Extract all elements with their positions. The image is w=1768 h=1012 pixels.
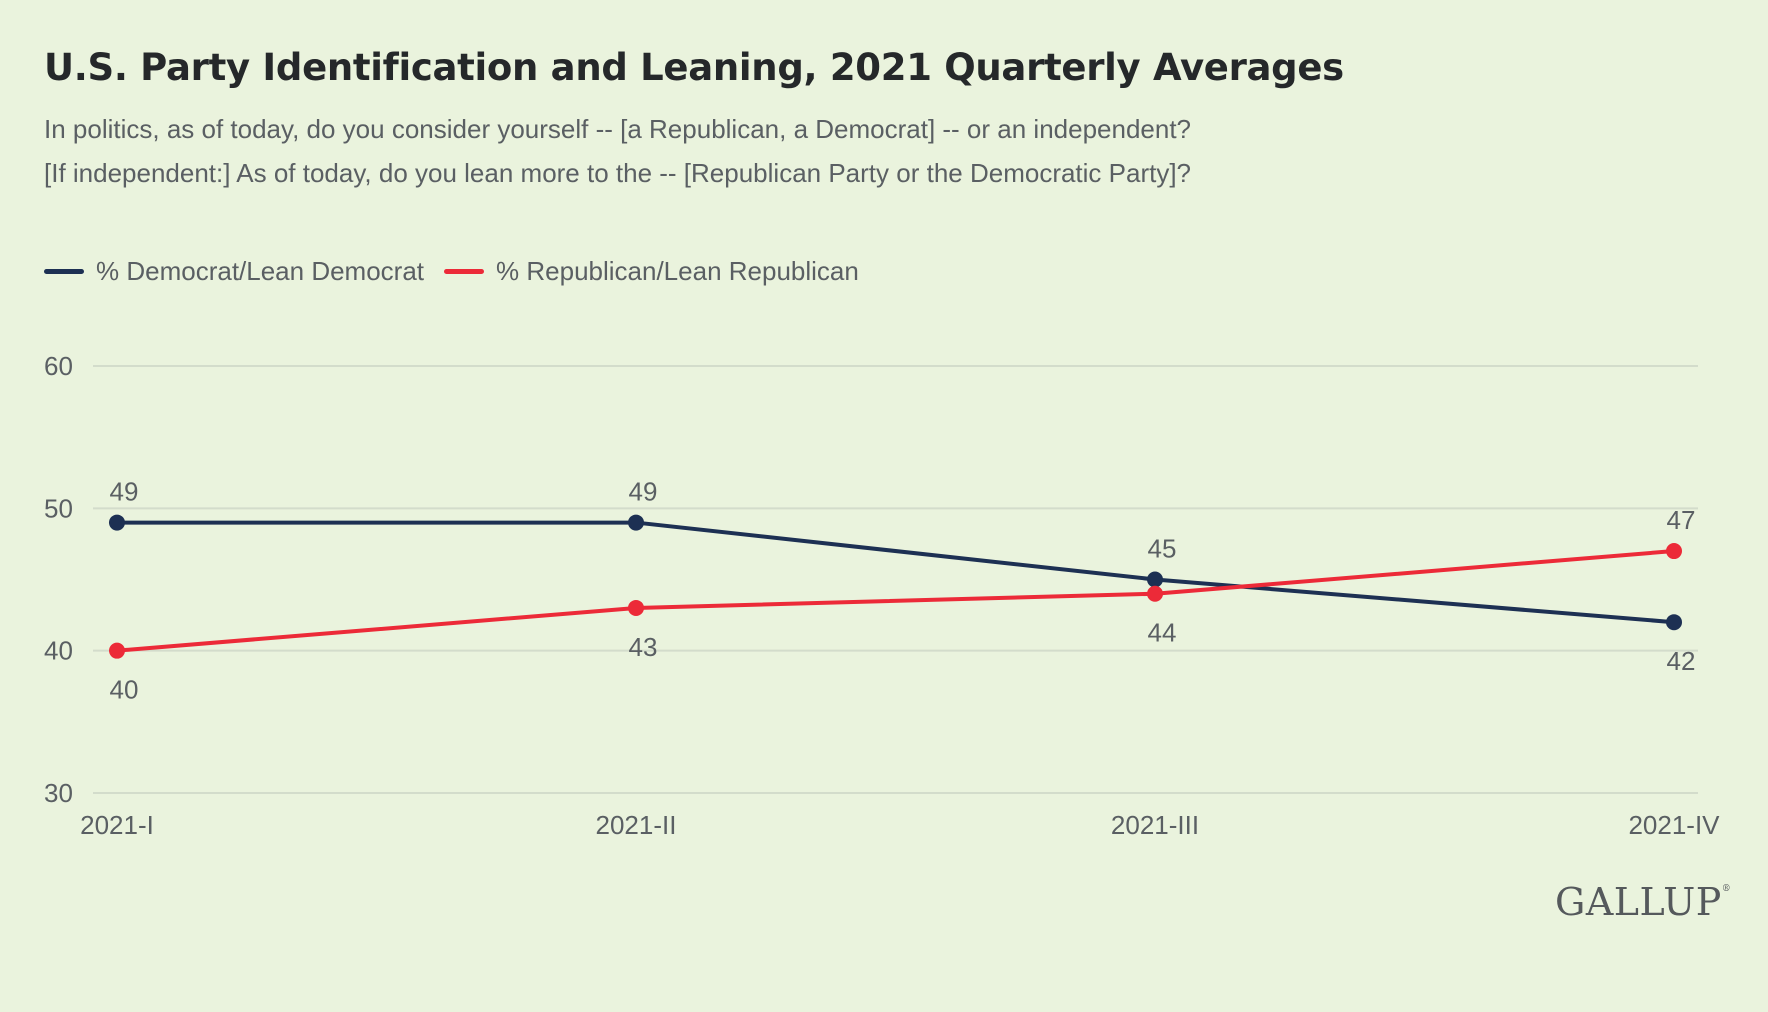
- chart-subtitle-line-1: In politics, as of today, do you conside…: [44, 114, 1192, 144]
- data-label-republican: 44: [1148, 618, 1177, 648]
- data-point-republican: [628, 599, 644, 616]
- chart-title: U.S. Party Identification and Leaning, 2…: [44, 46, 1344, 89]
- x-tick-label: 2021-I: [80, 810, 154, 840]
- data-points: [109, 514, 1682, 659]
- x-tick-label: 2021-II: [596, 810, 677, 840]
- data-point-democrat: [1666, 614, 1682, 631]
- data-point-democrat: [1147, 571, 1163, 588]
- data-label-republican: 43: [629, 632, 658, 662]
- legend-item-democrat: % Democrat/Lean Democrat: [44, 256, 424, 287]
- data-label-democrat: 45: [1148, 534, 1177, 564]
- data-label-republican: 47: [1667, 505, 1696, 535]
- gallup-logo-text: GALLUP: [1555, 880, 1722, 924]
- series-lines: [115, 520, 1676, 653]
- chart-legend: % Democrat/Lean Democrat % Republican/Le…: [44, 256, 879, 286]
- y-tick-label: 40: [44, 636, 73, 666]
- gridlines: [93, 365, 1698, 794]
- series-line-republican: [115, 549, 1676, 653]
- data-label-democrat: 49: [629, 477, 658, 507]
- legend-label-democrat: % Democrat/Lean Democrat: [96, 255, 425, 286]
- gallup-logo-mark: ®: [1721, 884, 1732, 894]
- y-tick-label: 60: [44, 351, 73, 381]
- y-axis-ticks: 30 40 50 60: [44, 351, 73, 808]
- data-label-democrat: 42: [1667, 646, 1696, 676]
- x-axis-ticks: 2021-I 2021-II 2021-III 2021-IV: [80, 810, 1720, 840]
- x-tick-label: 2021-IV: [1628, 810, 1720, 840]
- y-tick-label: 50: [44, 493, 73, 523]
- data-point-republican: [1147, 585, 1163, 602]
- series-line-democrat: [115, 520, 1676, 625]
- legend-label-republican: % Republican/Lean Republican: [496, 255, 859, 286]
- chart-subtitle-line-2: [If independent:] As of today, do you le…: [44, 158, 1192, 188]
- legend-swatch-republican: [444, 268, 485, 274]
- data-labels: 49 49 45 42 40 43 44 47: [110, 477, 1696, 705]
- legend-item-republican: % Republican/Lean Republican: [444, 256, 859, 287]
- legend-swatch-democrat: [44, 268, 84, 274]
- data-point-republican: [1666, 543, 1682, 560]
- y-tick-label: 30: [44, 778, 73, 808]
- data-label-democrat: 49: [110, 477, 139, 507]
- data-point-democrat: [109, 514, 125, 531]
- x-tick-label: 2021-III: [1111, 810, 1199, 840]
- gallup-logo: GALLUP®: [1555, 880, 1731, 924]
- data-label-republican: 40: [110, 675, 139, 705]
- data-point-republican: [109, 642, 125, 659]
- data-point-democrat: [628, 514, 644, 531]
